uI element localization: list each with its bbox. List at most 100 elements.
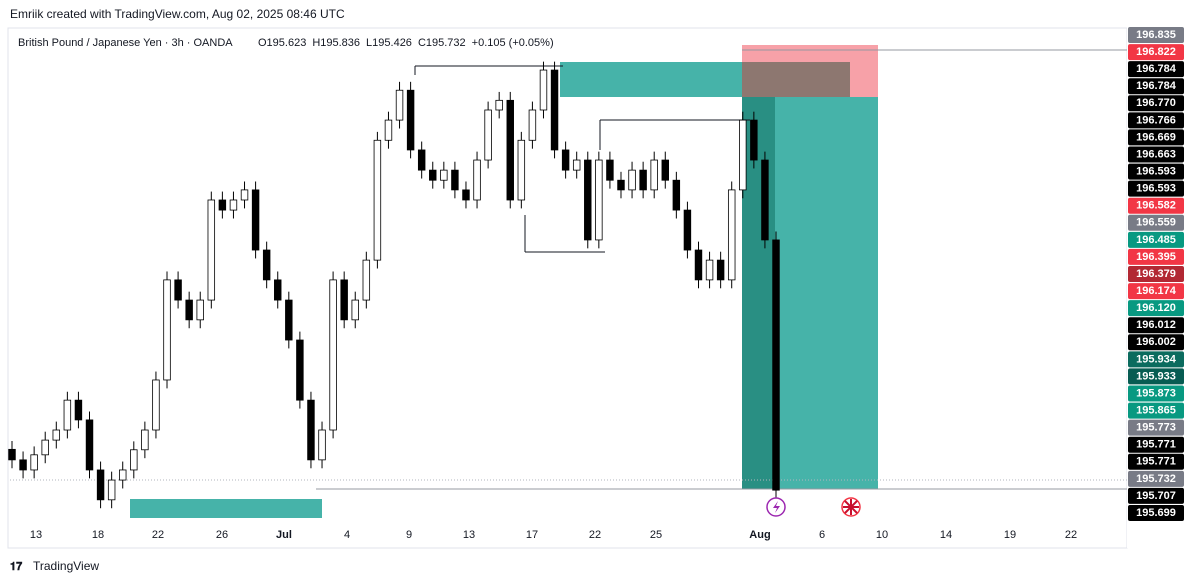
logo: 𝟏𝟕: [10, 561, 23, 573]
price-tag: [1128, 266, 1184, 282]
candle-body: [440, 169, 448, 181]
x-tick-label: 6: [819, 529, 825, 541]
candle-body: [727, 189, 736, 281]
price-tag-label: 196.395: [1136, 251, 1176, 263]
price-tag: [1128, 95, 1184, 112]
candle-body: [661, 159, 669, 181]
candle-body: [739, 119, 747, 191]
candle-body: [196, 299, 204, 321]
x-tick-label: 13: [463, 529, 475, 541]
candle-body: [240, 189, 249, 201]
candle-body: [473, 159, 481, 201]
price-tag: [1128, 214, 1184, 231]
price-tag-label: 196.766: [1136, 114, 1176, 126]
price-tag-label: 195.771: [1136, 456, 1176, 468]
price-tag: [1128, 231, 1184, 248]
candle-body: [351, 299, 359, 321]
candle-body: [119, 469, 127, 481]
x-tick-label: 19: [1004, 529, 1016, 541]
candle-body: [406, 89, 415, 151]
candle-body: [185, 299, 193, 321]
price-tag: [1128, 163, 1184, 180]
x-tick-label: Jul: [276, 529, 292, 541]
candle-body: [395, 89, 404, 121]
candle-body: [318, 429, 326, 461]
candle-body: [8, 448, 16, 461]
price-tag-label: 196.120: [1136, 302, 1176, 314]
price-tag: [1128, 385, 1184, 402]
candle-body: [462, 189, 470, 201]
candle-body: [506, 99, 514, 201]
candle-body: [174, 279, 182, 301]
overlap-zone: [742, 62, 850, 97]
candle-body: [74, 399, 83, 421]
price-tag: [1128, 453, 1184, 470]
price-tag-label: 196.485: [1136, 234, 1176, 246]
candle-body: [429, 169, 437, 181]
price-tag-label: 196.174: [1136, 285, 1177, 297]
candle-body: [307, 399, 315, 461]
price-tag-label: 195.771: [1136, 439, 1176, 451]
attribution: Emriik created with TradingView.com, Aug…: [10, 7, 345, 21]
candle-body: [705, 259, 714, 281]
candle-body: [130, 449, 138, 471]
price-tag: [1128, 61, 1184, 78]
price-tag-label: 195.934: [1136, 353, 1177, 365]
x-tick-label: 25: [650, 529, 662, 541]
price-tag-label: 196.784: [1136, 63, 1177, 75]
price-tag-label: 195.773: [1136, 422, 1176, 434]
candle-body: [451, 169, 459, 191]
price-tag: [1128, 44, 1184, 61]
footer: 𝟏𝟕 TradingView: [10, 559, 99, 573]
candle-body: [163, 279, 171, 381]
x-tick-label: 22: [152, 529, 164, 541]
candle-body: [517, 139, 526, 201]
price-tag: [1128, 112, 1184, 129]
candle-body: [761, 159, 769, 241]
candle-body: [362, 259, 371, 301]
candle-body: [694, 249, 703, 281]
candles: [8, 61, 780, 509]
price-tag-label: 196.593: [1136, 165, 1176, 177]
country-icon-flag: [843, 499, 859, 515]
event-icon-glyph: [773, 501, 780, 513]
price-tag-label: 196.593: [1136, 183, 1176, 195]
price-tag-label: 196.770: [1136, 97, 1176, 109]
price-tag-label: 195.933: [1136, 370, 1176, 382]
price-tag-label: 196.835: [1136, 29, 1176, 41]
ohlc-value: C195.732: [418, 37, 466, 49]
brand: TradingView: [33, 559, 99, 573]
x-tick-label: 17: [526, 529, 538, 541]
candle-body: [218, 199, 227, 211]
candle-body: [141, 429, 149, 451]
x-tick-label: 22: [589, 529, 601, 541]
price-tag-label: 195.732: [1136, 473, 1176, 485]
candle-body: [41, 439, 49, 456]
price-tag-label: 195.873: [1136, 387, 1176, 399]
price-tag: [1128, 505, 1184, 521]
ohlc-value: O195.623: [258, 37, 306, 49]
candle-body: [274, 279, 282, 301]
candle-body: [251, 189, 260, 251]
price-tag-label: 196.822: [1136, 46, 1176, 58]
price-tag-label: 196.663: [1136, 148, 1176, 160]
price-tag-label: 195.707: [1136, 490, 1176, 502]
price-tag: [1128, 180, 1184, 197]
price-tag: [1128, 436, 1184, 453]
target-zone-filled: [742, 97, 775, 489]
candle-body: [262, 249, 271, 281]
symbol: British Pound / Japanese Yen · 3h · OAND…: [18, 37, 233, 49]
candle-body: [85, 419, 94, 471]
candle-body: [373, 139, 382, 261]
candle-body: [484, 109, 492, 161]
price-tag: [1128, 300, 1184, 317]
candle-body: [417, 149, 426, 171]
price-tag: [1128, 419, 1184, 436]
candle-body: [285, 299, 293, 341]
candle-body: [19, 459, 27, 471]
drawings: [10, 45, 1127, 518]
price-tag-label: 195.865: [1136, 404, 1176, 416]
candle-body: [495, 99, 503, 111]
x-tick-label: Aug: [749, 529, 770, 541]
candle-body: [152, 379, 160, 431]
